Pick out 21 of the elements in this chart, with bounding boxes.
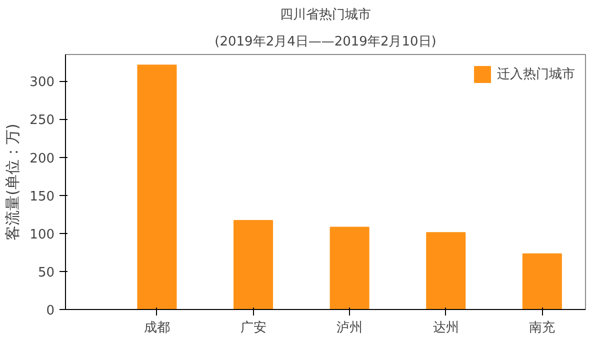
legend-label: 迁入热门城市 (497, 66, 575, 83)
x-tick-label: 南充 (529, 320, 556, 336)
y-tick-label: 250 (30, 113, 55, 128)
y-tick-label: 150 (30, 189, 55, 204)
y-tick-label: 100 (30, 227, 55, 242)
x-tick-label: 泸州 (336, 320, 363, 336)
bar (137, 64, 177, 310)
bar (522, 253, 562, 310)
y-tick-label: 50 (38, 265, 55, 280)
bar (330, 226, 370, 310)
bar (234, 220, 274, 310)
y-tick-label: 200 (30, 151, 55, 166)
y-axis-title: 客流量(单位：万) (4, 124, 22, 240)
bar (426, 232, 466, 310)
chart-title: 四川省热门城市 (280, 6, 371, 22)
x-tick-label: 成都 (144, 320, 170, 336)
x-tick-label: 达州 (432, 320, 459, 336)
y-tick-label: 0 (46, 304, 55, 318)
y-tick-label: 300 (30, 75, 55, 90)
chart-subtitle: (2019年2月4日——2019年2月10日) (214, 34, 436, 50)
x-tick-label: 广安 (240, 320, 266, 336)
